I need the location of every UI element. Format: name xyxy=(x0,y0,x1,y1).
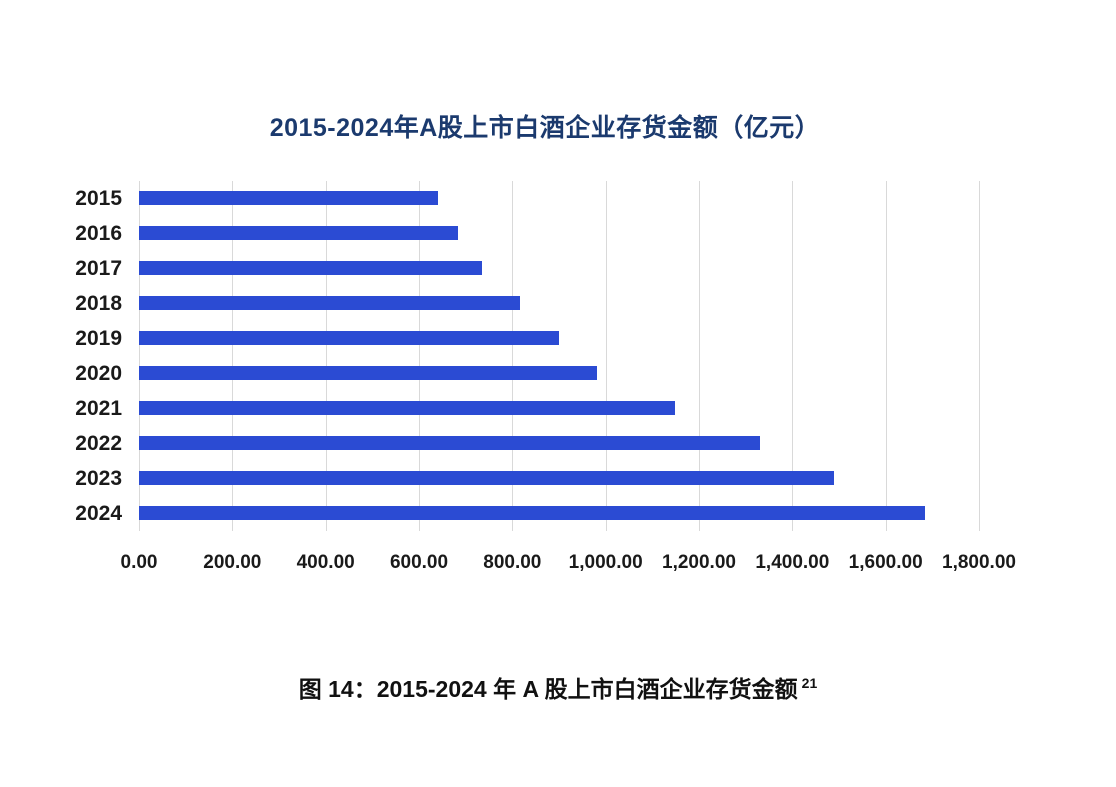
y-axis-labels: 2015 2016 2017 2018 2019 2020 2021 2022 2023 2024 xyxy=(0,181,122,531)
bar-row xyxy=(139,286,979,321)
gridline xyxy=(419,181,420,531)
x-axis-labels: 0.00 200.00 400.00 600.00 800.00 1,000.00 1,20… xyxy=(0,552,1116,582)
gridline xyxy=(232,181,234,531)
gridline xyxy=(325,181,327,531)
bar-row xyxy=(139,356,979,391)
y-label-2015: 2015 xyxy=(75,187,122,210)
bar-2021 xyxy=(139,401,675,415)
bar-row xyxy=(139,251,979,286)
bar-2020 xyxy=(139,366,598,380)
y-label-2023: 2023 xyxy=(75,467,122,490)
gridline xyxy=(512,181,514,531)
plot-area xyxy=(139,181,980,531)
x-tick-label: 1,800.00 xyxy=(942,552,1016,573)
gridline xyxy=(979,181,980,531)
bar-row xyxy=(139,216,979,251)
y-label-2022: 2022 xyxy=(75,432,122,455)
bar-2023 xyxy=(139,471,835,485)
bar-row xyxy=(139,461,979,496)
bar-2016 xyxy=(139,226,459,240)
gridline xyxy=(139,181,140,531)
bar-row xyxy=(139,496,979,531)
bar-row xyxy=(139,321,979,356)
bar-row xyxy=(139,181,979,216)
bar-2017 xyxy=(139,261,483,275)
bar-row xyxy=(139,426,979,461)
y-label-2024: 2024 xyxy=(75,502,122,525)
y-label-2021: 2021 xyxy=(75,397,122,420)
gridline xyxy=(699,181,700,531)
y-label-2019: 2019 xyxy=(75,327,122,350)
x-tick-label: 600.00 xyxy=(389,552,449,573)
y-label-2017: 2017 xyxy=(75,257,122,280)
x-tick-label: 1,400.00 xyxy=(755,552,830,573)
x-tick-label: 200.00 xyxy=(203,552,262,573)
bar-2015 xyxy=(139,191,438,205)
y-label-2020: 2020 xyxy=(75,362,122,385)
x-tick-label: 1,200.00 xyxy=(662,552,736,573)
gridline xyxy=(885,181,887,531)
bar-row xyxy=(139,391,979,426)
x-tick-label: 800.00 xyxy=(483,552,542,573)
y-label-2018: 2018 xyxy=(75,292,122,315)
chart-title: 2015-2024年A股上市白酒企业存货金额（亿元） xyxy=(269,114,821,142)
figure-caption-footnote-ref: 21 xyxy=(801,675,818,692)
x-tick-label: 0.00 xyxy=(120,552,158,573)
bar-2018 xyxy=(139,296,520,310)
bar-2022 xyxy=(139,436,760,450)
gridline xyxy=(792,181,794,531)
bar-2024 xyxy=(139,506,926,520)
bar-2019 xyxy=(139,331,559,345)
x-tick-label: 1,600.00 xyxy=(848,552,923,573)
y-label-2016: 2016 xyxy=(75,222,122,245)
figure-caption-text: 图 14：2015-2024 年 A 股上市白酒企业存货金额 xyxy=(298,676,798,702)
x-tick-label: 400.00 xyxy=(296,552,355,573)
gridline xyxy=(605,181,607,531)
x-tick-label: 1,000.00 xyxy=(568,552,643,573)
figure-caption: 图 14：2015-2024 年 A 股上市白酒企业存货金额 21 xyxy=(0,670,1116,704)
